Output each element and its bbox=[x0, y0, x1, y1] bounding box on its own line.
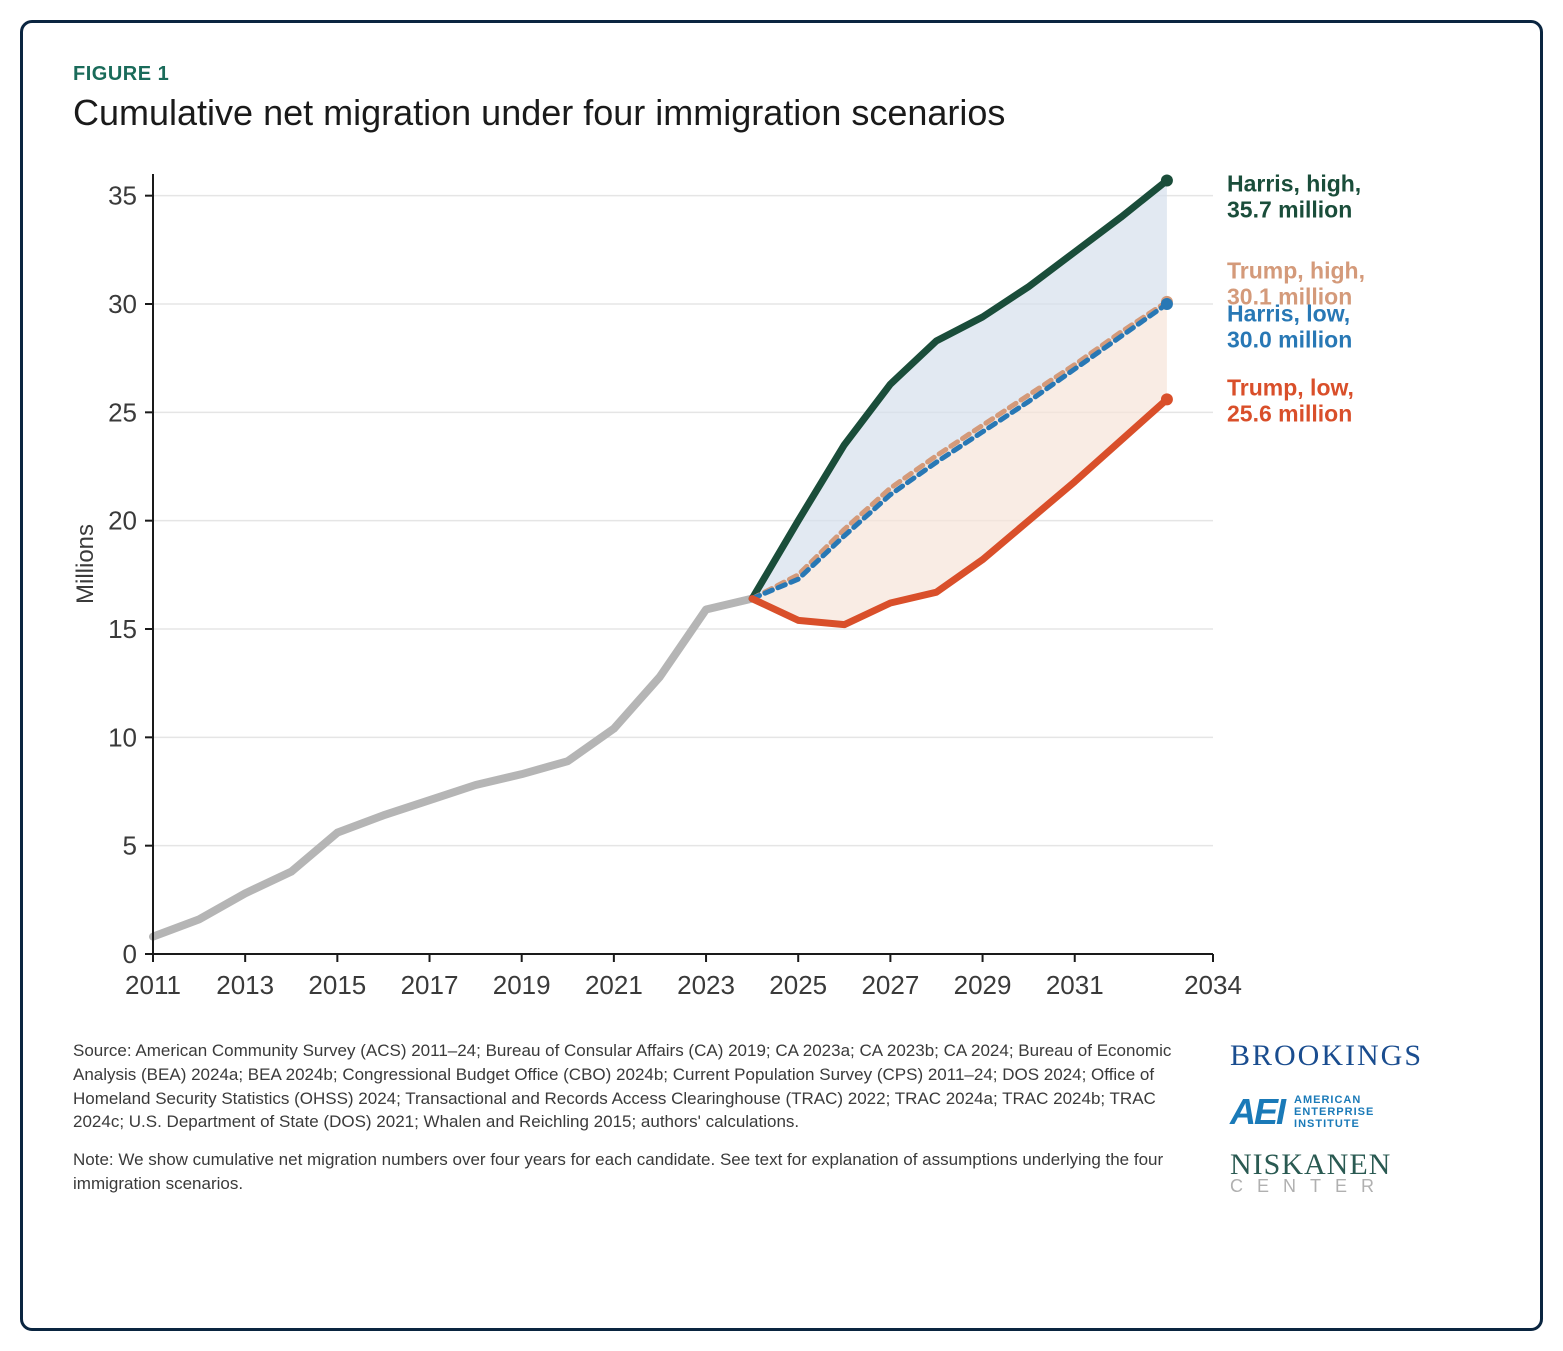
aei-logo-text: AMERICAN ENTERPRISE INSTITUTE bbox=[1294, 1094, 1374, 1130]
svg-text:25: 25 bbox=[108, 397, 137, 427]
svg-text:Trump, low,: Trump, low, bbox=[1227, 374, 1354, 400]
svg-text:2031: 2031 bbox=[1046, 970, 1104, 1000]
brookings-logo: BROOKINGS bbox=[1230, 1039, 1423, 1073]
chart-area: 05101520253035Millions201120132015201720… bbox=[73, 154, 1490, 1029]
svg-text:25.6 million: 25.6 million bbox=[1227, 400, 1352, 426]
svg-text:20: 20 bbox=[108, 506, 137, 536]
niskanen-logo-bottom: CENTER bbox=[1230, 1178, 1391, 1194]
aei-logo: AEI AMERICAN ENTERPRISE INSTITUTE bbox=[1230, 1091, 1374, 1133]
svg-text:10: 10 bbox=[108, 722, 137, 752]
aei-text-line: AMERICAN bbox=[1294, 1094, 1361, 1106]
svg-text:2034: 2034 bbox=[1184, 970, 1242, 1000]
svg-text:2011: 2011 bbox=[125, 970, 181, 1000]
svg-text:0: 0 bbox=[123, 939, 137, 969]
svg-text:Harris, high,: Harris, high, bbox=[1227, 171, 1361, 197]
svg-text:2019: 2019 bbox=[493, 970, 551, 1000]
svg-text:30.0 million: 30.0 million bbox=[1227, 327, 1352, 353]
note-text: Note: We show cumulative net migration n… bbox=[73, 1148, 1200, 1196]
svg-text:Millions: Millions bbox=[73, 524, 99, 604]
aei-text-line: INSTITUTE bbox=[1294, 1118, 1360, 1130]
svg-text:15: 15 bbox=[108, 614, 137, 644]
figure-title: Cumulative net migration under four immi… bbox=[73, 92, 1490, 134]
svg-text:Trump, high,: Trump, high, bbox=[1227, 257, 1365, 283]
figure-footer: Source: American Community Survey (ACS) … bbox=[73, 1039, 1490, 1210]
niskanen-logo: NISKANEN CENTER bbox=[1230, 1151, 1391, 1194]
svg-text:2023: 2023 bbox=[677, 970, 735, 1000]
figure-number-label: FIGURE 1 bbox=[73, 63, 1490, 86]
svg-text:2029: 2029 bbox=[954, 970, 1012, 1000]
svg-text:Harris, low,: Harris, low, bbox=[1227, 301, 1350, 327]
svg-text:2025: 2025 bbox=[769, 970, 827, 1000]
aei-logo-mark: AEI bbox=[1230, 1091, 1284, 1133]
line-chart-svg: 05101520253035Millions201120132015201720… bbox=[73, 154, 1473, 1024]
svg-text:2017: 2017 bbox=[401, 970, 459, 1000]
svg-text:30: 30 bbox=[108, 289, 137, 319]
figure-container: FIGURE 1 Cumulative net migration under … bbox=[20, 20, 1543, 1331]
svg-text:2021: 2021 bbox=[585, 970, 643, 1000]
svg-text:2015: 2015 bbox=[308, 970, 366, 1000]
aei-text-line: ENTERPRISE bbox=[1294, 1106, 1374, 1118]
source-text: Source: American Community Survey (ACS) … bbox=[73, 1039, 1200, 1134]
footer-text-block: Source: American Community Survey (ACS) … bbox=[73, 1039, 1200, 1210]
logo-column: BROOKINGS AEI AMERICAN ENTERPRISE INSTIT… bbox=[1230, 1039, 1490, 1210]
svg-text:2027: 2027 bbox=[861, 970, 919, 1000]
svg-text:35.7 million: 35.7 million bbox=[1227, 197, 1352, 223]
niskanen-logo-top: NISKANEN bbox=[1230, 1151, 1391, 1178]
svg-text:5: 5 bbox=[123, 831, 137, 861]
svg-text:2013: 2013 bbox=[216, 970, 274, 1000]
svg-text:35: 35 bbox=[108, 181, 137, 211]
